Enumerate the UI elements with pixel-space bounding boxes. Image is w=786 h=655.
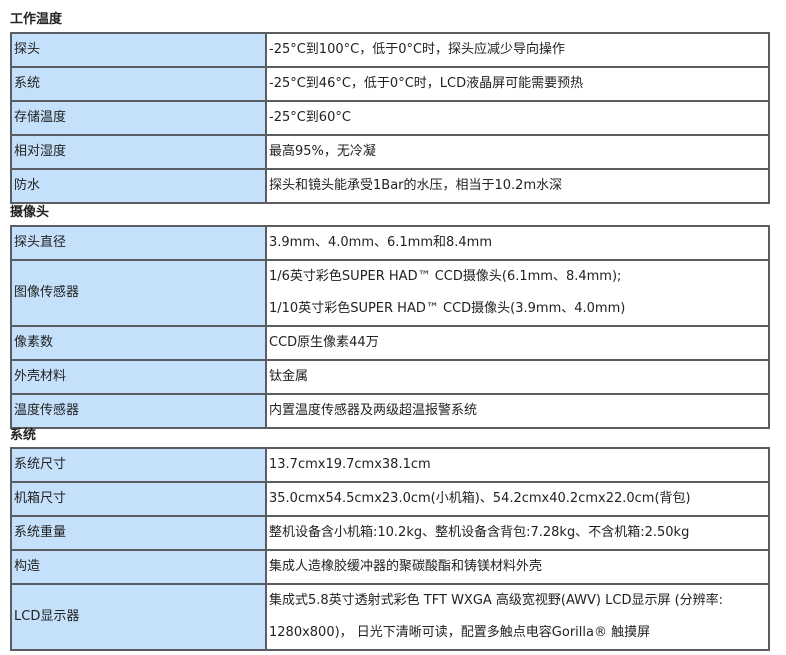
spec-value-line: -25°C到60°C <box>269 110 351 125</box>
spec-label: 像素数 <box>10 325 267 361</box>
table-row: 相对湿度 最高95%，无冷凝 <box>10 134 770 170</box>
spec-value-line: 1280x800)， 日光下清晰可读，配置多触点电容Gorilla® 触摸屏 <box>269 625 651 640</box>
spec-value: 内置温度传感器及两级超温报警系统 <box>265 393 770 429</box>
table-row: 像素数 CCD原生像素44万 <box>10 325 770 361</box>
spec-value: -25°C到46°C，低于0°C时，LCD液晶屏可能需要预热 <box>265 66 770 102</box>
spec-value-line: 探头和镜头能承受1Bar的水压，相当于10.2m水深 <box>269 178 563 193</box>
table-row: 机箱尺寸 35.0cmx54.5cmx23.0cm(小机箱)、54.2cmx40.… <box>10 481 770 517</box>
spec-label: 系统重量 <box>10 515 267 551</box>
spec-value-line: 13.7cmx19.7cmx38.1cm <box>269 457 431 472</box>
spec-value: 3.9mm、4.0mm、6.1mm和8.4mm <box>265 225 770 261</box>
spec-value: 集成人造橡胶缓冲器的聚碳酸酯和铸镁材料外壳 <box>265 549 770 585</box>
spec-label: 构造 <box>10 549 267 585</box>
spec-value-line: -25°C到100°C，低于0°C时，探头应减少导向操作 <box>269 42 566 57</box>
spec-table: 探头直径 3.9mm、4.0mm、6.1mm和8.4mm 图像传感器 1/6英寸彩色S… <box>10 225 770 429</box>
spec-value: 整机设备含小机箱:10.2kg、整机设备含背包:7.28kg、不含机箱:2.50… <box>265 515 770 551</box>
table-row: 存储温度 -25°C到60°C <box>10 100 770 136</box>
spec-value: 1/6英寸彩色SUPER HAD™ CCD摄像头(6.1mm、8.4mm); 1/… <box>265 259 770 327</box>
spec-value-line: CCD原生像素44万 <box>269 335 379 350</box>
spec-value-line: 钛金属 <box>269 369 309 384</box>
spec-label: 探头直径 <box>10 225 267 261</box>
spec-value-line: 35.0cmx54.5cmx23.0cm(小机箱)、54.2cmx40.2cmx… <box>269 491 691 506</box>
spec-label: 探头 <box>10 32 267 68</box>
spec-value-line: 整机设备含小机箱:10.2kg、整机设备含背包:7.28kg、不含机箱:2.50… <box>269 525 690 540</box>
section-title: 工作温度 <box>10 12 63 27</box>
table-row: 外壳材料 钛金属 <box>10 359 770 395</box>
table-row: 温度传感器 内置温度传感器及两级超温报警系统 <box>10 393 770 429</box>
spec-value: 集成式5.8英寸透射式彩色 TFT WXGA 高级宽视野(AWV) LCD显示屏… <box>265 583 770 651</box>
spec-value-line: 1/10英寸彩色SUPER HAD™ CCD摄像头(3.9mm、4.0mm) <box>269 301 626 316</box>
spec-label: 防水 <box>10 168 267 204</box>
table-row: 探头 -25°C到100°C，低于0°C时，探头应减少导向操作 <box>10 32 770 68</box>
spec-label: 图像传感器 <box>10 259 267 327</box>
spec-value: 探头和镜头能承受1Bar的水压，相当于10.2m水深 <box>265 168 770 204</box>
spec-label: LCD显示器 <box>10 583 267 651</box>
table-row: 系统重量 整机设备含小机箱:10.2kg、整机设备含背包:7.28kg、不含机箱:… <box>10 515 770 551</box>
spec-table: 系统尺寸 13.7cmx19.7cmx38.1cm 机箱尺寸 35.0cmx54.5c… <box>10 447 770 651</box>
spec-table: 探头 -25°C到100°C，低于0°C时，探头应减少导向操作 系统 -25°C到46… <box>10 32 770 204</box>
spec-value: 35.0cmx54.5cmx23.0cm(小机箱)、54.2cmx40.2cmx… <box>265 481 770 517</box>
spec-label: 机箱尺寸 <box>10 481 267 517</box>
spec-label: 系统 <box>10 66 267 102</box>
spec-value-line: 集成人造橡胶缓冲器的聚碳酸酯和铸镁材料外壳 <box>269 559 543 574</box>
section-title: 系统 <box>10 428 37 443</box>
table-row: 防水 探头和镜头能承受1Bar的水压，相当于10.2m水深 <box>10 168 770 204</box>
spec-value-line: 1/6英寸彩色SUPER HAD™ CCD摄像头(6.1mm、8.4mm); <box>269 269 622 284</box>
table-row: 系统 -25°C到46°C，低于0°C时，LCD液晶屏可能需要预热 <box>10 66 770 102</box>
spec-value-line: -25°C到46°C，低于0°C时，LCD液晶屏可能需要预热 <box>269 76 584 91</box>
spec-value: -25°C到60°C <box>265 100 770 136</box>
section-title: 摄像头 <box>10 205 50 220</box>
spec-value-line: 最高95%，无冷凝 <box>269 144 376 159</box>
table-row: 探头直径 3.9mm、4.0mm、6.1mm和8.4mm <box>10 225 770 261</box>
spec-value: CCD原生像素44万 <box>265 325 770 361</box>
table-row: 构造 集成人造橡胶缓冲器的聚碳酸酯和铸镁材料外壳 <box>10 549 770 585</box>
spec-value-line: 内置温度传感器及两级超温报警系统 <box>269 403 478 418</box>
spec-label: 外壳材料 <box>10 359 267 395</box>
table-row: 系统尺寸 13.7cmx19.7cmx38.1cm <box>10 447 770 483</box>
table-row: LCD显示器 集成式5.8英寸透射式彩色 TFT WXGA 高级宽视野(AWV) … <box>10 583 770 651</box>
spec-value-line: 3.9mm、4.0mm、6.1mm和8.4mm <box>269 235 493 250</box>
spec-value-line: 集成式5.8英寸透射式彩色 TFT WXGA 高级宽视野(AWV) LCD显示屏… <box>269 593 724 608</box>
spec-label: 温度传感器 <box>10 393 267 429</box>
spec-value: 最高95%，无冷凝 <box>265 134 770 170</box>
spec-label: 相对湿度 <box>10 134 267 170</box>
table-row: 图像传感器 1/6英寸彩色SUPER HAD™ CCD摄像头(6.1mm、8.4m… <box>10 259 770 327</box>
spec-label: 系统尺寸 <box>10 447 267 483</box>
spec-value: 钛金属 <box>265 359 770 395</box>
spec-label: 存储温度 <box>10 100 267 136</box>
spec-value: 13.7cmx19.7cmx38.1cm <box>265 447 770 483</box>
spec-value: -25°C到100°C，低于0°C时，探头应减少导向操作 <box>265 32 770 68</box>
